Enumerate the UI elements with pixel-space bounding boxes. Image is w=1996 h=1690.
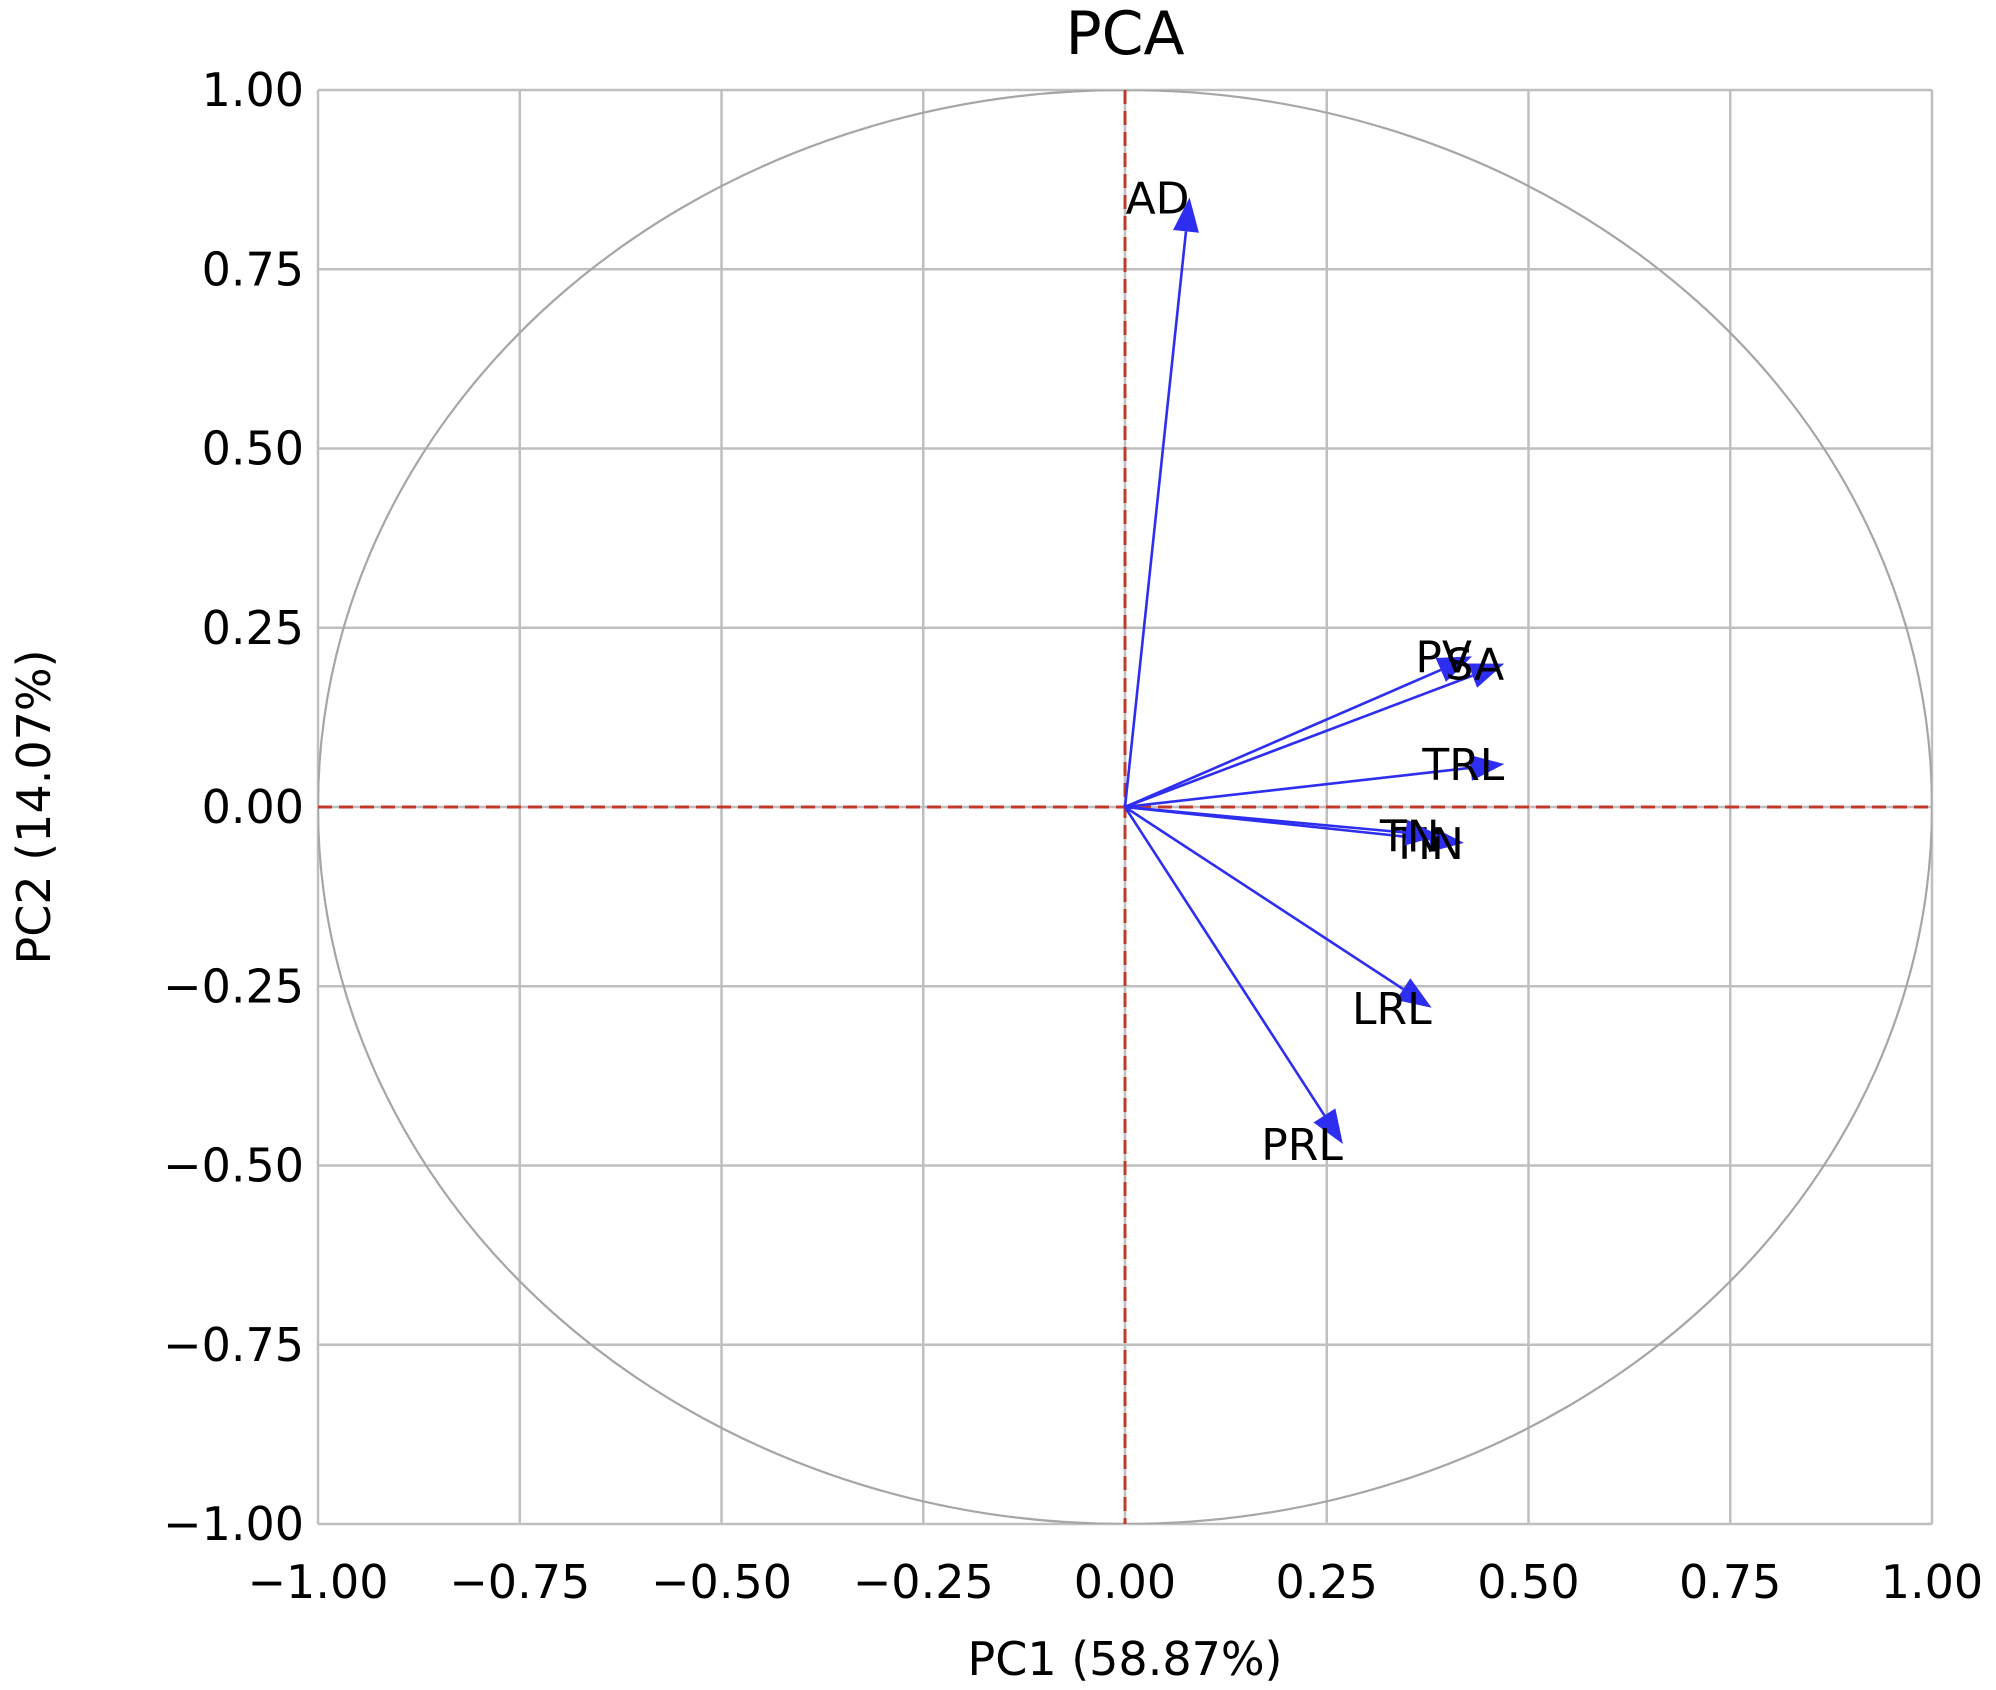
vector-head-trl: [1469, 754, 1505, 781]
vector-label-tin: TIN: [1390, 819, 1464, 870]
vector-label-prl: PRL: [1261, 1120, 1343, 1171]
vector-head-tin: [1428, 826, 1464, 853]
y-tick-label: −1.00: [163, 1497, 304, 1551]
x-tick-label: −1.00: [248, 1555, 389, 1609]
vector-head-tn: [1404, 819, 1440, 846]
vector-shaft-prl: [1123, 806, 1326, 1117]
vector-label-sa: SA: [1445, 640, 1504, 691]
y-tick-label: 0.75: [202, 242, 304, 296]
x-tick-label: 0.50: [1477, 1555, 1579, 1609]
vector-shaft-sa: [1124, 674, 1473, 809]
vector-shaft-ad: [1123, 231, 1188, 808]
vector-head-prl: [1313, 1108, 1343, 1144]
x-axis-label: PC1 (58.87%): [967, 1632, 1282, 1686]
vector-label-tn: TN: [1379, 812, 1440, 863]
vector-label-pv: PV: [1415, 632, 1472, 683]
x-tick-labels: −1.00 −0.75 −0.50 −0.25 0.00 0.25 0.50 0.75 1.00: [248, 1555, 1984, 1609]
vector-head-pv: [1435, 656, 1473, 682]
vector-shaft-pv: [1124, 668, 1442, 809]
x-tick-label: 0.00: [1074, 1555, 1176, 1609]
vector-head-lrl: [1396, 978, 1432, 1008]
x-tick-label: 0.75: [1679, 1555, 1781, 1609]
x-tick-label: −0.25: [853, 1555, 994, 1609]
y-tick-label: 0.50: [202, 422, 304, 476]
y-tick-label: 0.25: [202, 601, 304, 655]
vector-shaft-trl: [1124, 766, 1471, 809]
y-tick-label: 0.00: [202, 780, 304, 834]
y-tick-label: 1.00: [202, 63, 304, 117]
x-tick-label: 0.25: [1276, 1555, 1378, 1609]
vector-label-ad: AD: [1126, 174, 1190, 225]
y-axis-label: PC2 (14.07%): [7, 649, 61, 964]
vector-label-trl: TRL: [1421, 740, 1504, 791]
vector-shaft-lrl: [1124, 805, 1404, 991]
vector-label-lrl: LRL: [1352, 984, 1432, 1035]
x-tick-label: 1.00: [1881, 1555, 1983, 1609]
vector-head-sa: [1467, 663, 1505, 688]
vector-shaft-tn: [1124, 805, 1406, 834]
y-tick-label: −0.25: [163, 959, 304, 1013]
y-tick-label: −0.50: [163, 1139, 304, 1193]
chart-title: PCA: [1065, 0, 1184, 69]
y-tick-label: −0.75: [163, 1318, 304, 1372]
y-tick-labels: 1.00 0.75 0.50 0.25 0.00 −0.25 −0.50 −0.75 −1.00: [163, 63, 304, 1551]
x-tick-label: −0.50: [651, 1555, 792, 1609]
vector-head-ad: [1173, 197, 1199, 233]
x-tick-label: −0.75: [449, 1555, 590, 1609]
